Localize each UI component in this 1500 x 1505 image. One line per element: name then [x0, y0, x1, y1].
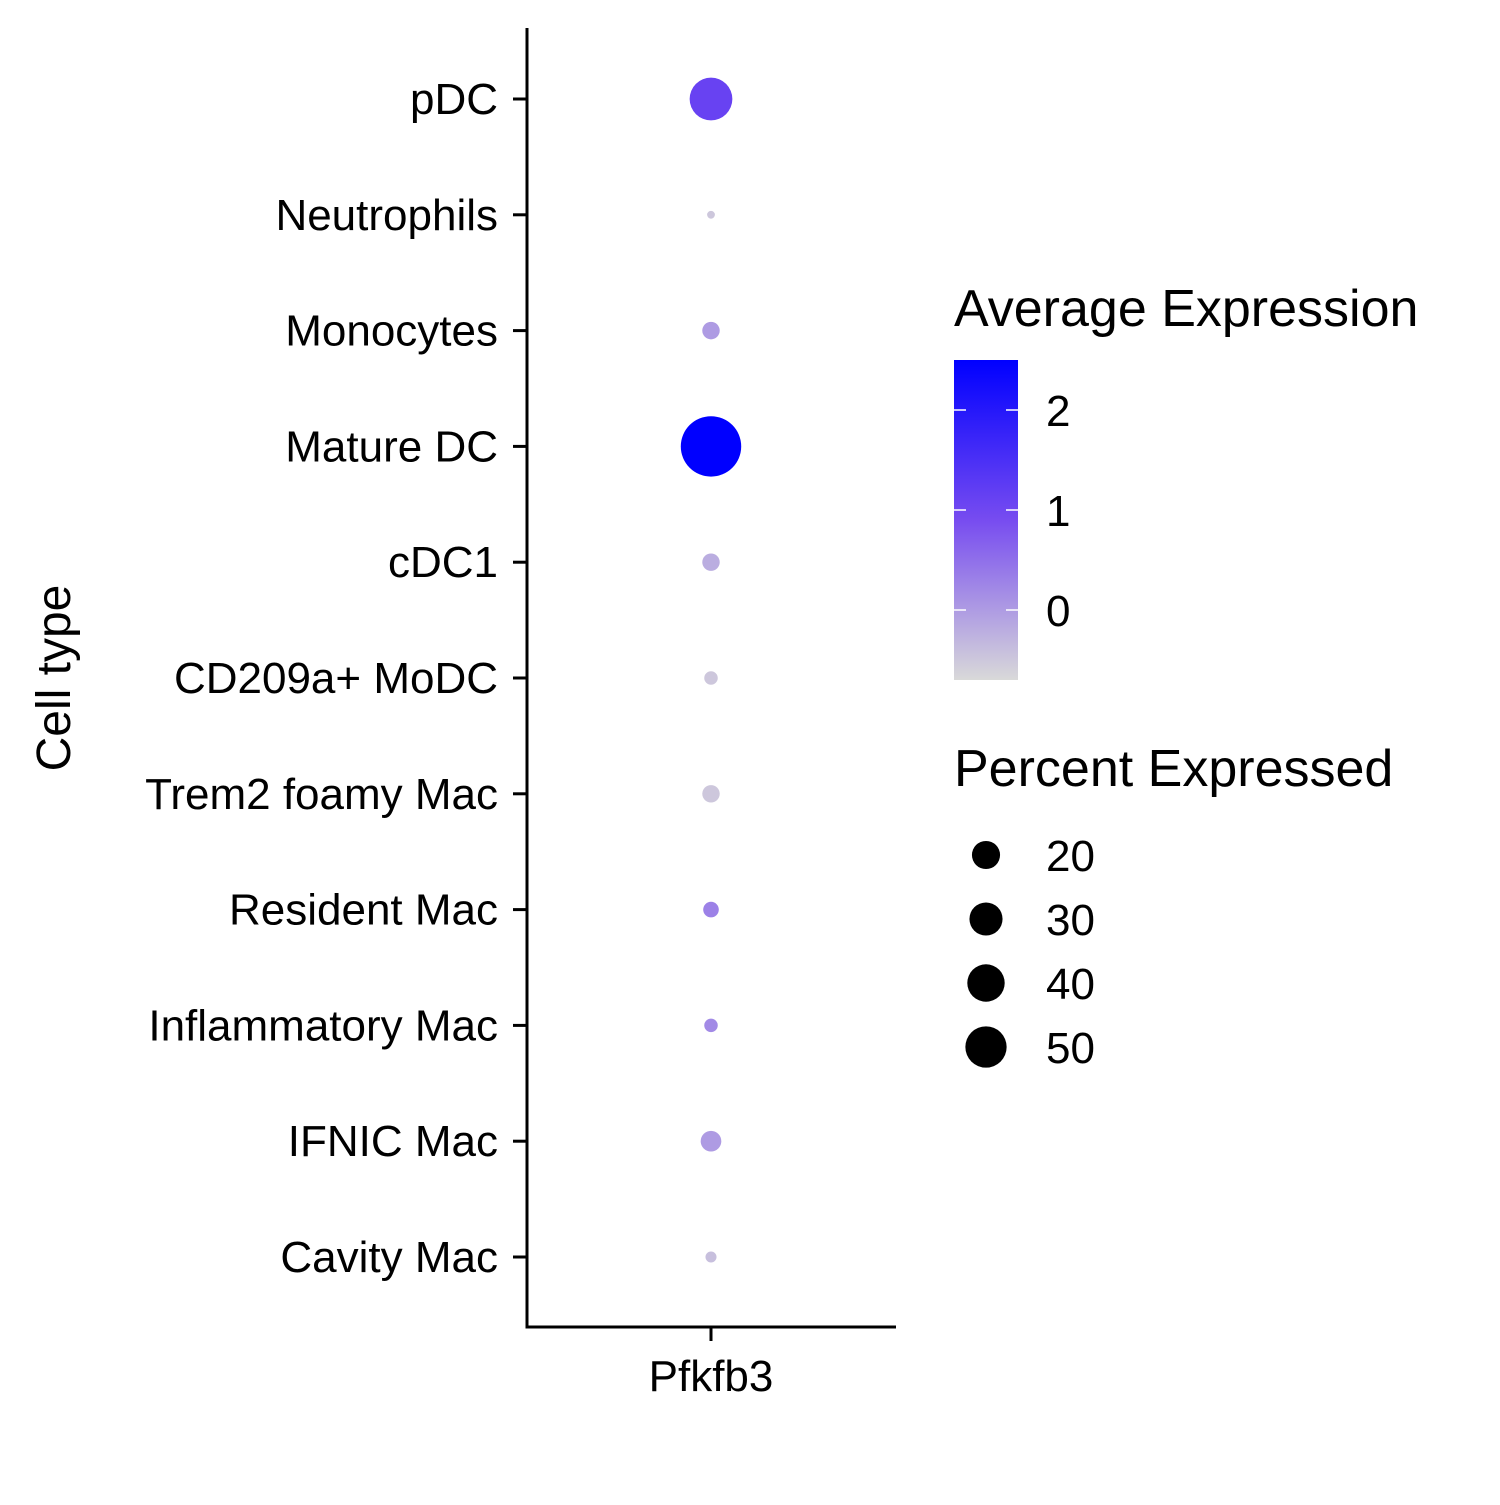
- y-axis-title: Cell type: [28, 585, 81, 772]
- y-tick-label-monocytes: Monocytes: [285, 307, 498, 356]
- y-tick-label-resident-mac: Resident Mac: [229, 886, 498, 935]
- size-key-dot-30: [969, 902, 1003, 936]
- y-tick-label-ifnic-mac: IFNIC Mac: [288, 1117, 498, 1166]
- dot-trem2-foamy-mac: [702, 785, 720, 803]
- y-tick-label-cavity-mac: Cavity Mac: [280, 1233, 498, 1282]
- size-key-dot-20: [971, 840, 1001, 870]
- y-axis-tick-labels: pDC Neutrophils Monocytes Mature DC cDC1 CD20…: [145, 75, 498, 1282]
- dot-mature-dc: [680, 416, 742, 477]
- dot-cdc1: [702, 553, 720, 571]
- y-tick-label-cd209a-modc: CD209a+ MoDC: [174, 654, 498, 703]
- size-key-dot-50: [965, 1026, 1007, 1068]
- dot-marks: [680, 77, 742, 1263]
- size-legend-keys: 20 30 40 50: [965, 832, 1095, 1073]
- y-tick-label-pdc: pDC: [410, 75, 498, 124]
- size-key-label-50: 50: [1046, 1024, 1095, 1073]
- color-tick-label-0: 0: [1046, 587, 1070, 636]
- color-tick-label-2: 2: [1046, 387, 1070, 436]
- x-axis-tick-labels: Pfkfb3: [649, 1352, 774, 1401]
- size-key-label-30: 30: [1046, 896, 1095, 945]
- y-tick-label-neutrophils: Neutrophils: [275, 191, 498, 240]
- y-tick-label-cdc1: cDC1: [388, 538, 498, 587]
- color-legend-ticks: 0 1 2: [954, 387, 1070, 636]
- dot-inflammatory-mac: [704, 1018, 718, 1033]
- color-legend: Average Expression 0 1 2: [954, 280, 1418, 680]
- size-key-label-40: 40: [1046, 960, 1095, 1009]
- y-tick-label-mature-dc: Mature DC: [285, 422, 498, 471]
- color-legend-bar: [954, 360, 1018, 680]
- y-axis-ticks: [513, 97, 527, 1259]
- dot-cd209a-modc: [704, 671, 718, 685]
- dot-resident-mac: [703, 901, 719, 918]
- size-legend-title: Percent Expressed: [954, 740, 1393, 798]
- size-key-dot-40: [967, 964, 1005, 1002]
- dot-monocytes: [702, 321, 720, 340]
- dot-cavity-mac: [705, 1251, 717, 1263]
- dot-pdc: [689, 77, 733, 121]
- dot-neutrophils: [707, 210, 715, 219]
- dot-ifnic-mac: [700, 1130, 722, 1152]
- size-legend: Percent Expressed 20 30 40 50: [954, 740, 1393, 1073]
- size-key-label-20: 20: [1046, 832, 1095, 881]
- color-legend-title: Average Expression: [954, 280, 1418, 338]
- y-tick-label-inflammatory-mac: Inflammatory Mac: [148, 1001, 498, 1050]
- y-tick-label-trem2-foamy-mac: Trem2 foamy Mac: [145, 770, 498, 819]
- color-tick-label-1: 1: [1046, 487, 1070, 536]
- x-tick-label-pfkfb3: Pfkfb3: [649, 1352, 774, 1401]
